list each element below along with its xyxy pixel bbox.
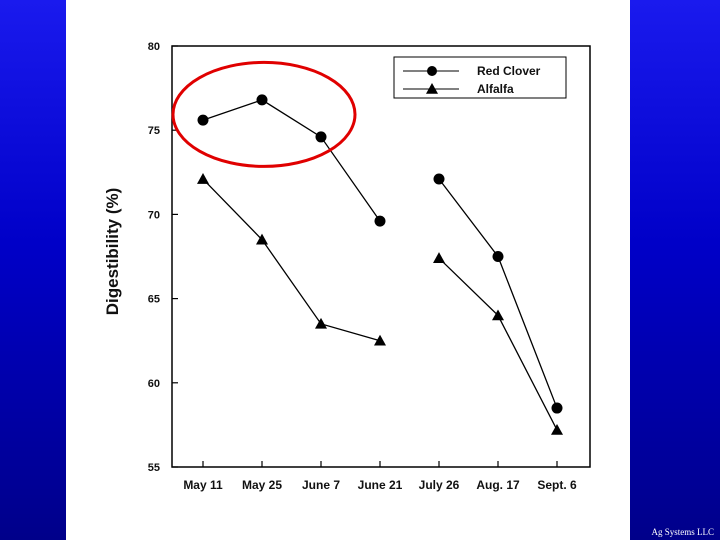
red-clover-point	[315, 131, 327, 143]
alfalfa-point	[551, 423, 563, 435]
red-clover-point	[197, 114, 209, 126]
alfalfa-line	[438, 257, 558, 431]
red-clover-line	[202, 99, 381, 222]
plot-frame	[171, 45, 591, 468]
red-clover-point	[551, 402, 563, 414]
legend-label-alfalfa: Alfalfa	[477, 82, 514, 96]
chart-panel: 55 60 65 70 75 80 May 11 May 25 June 7 June 21 Ju…	[66, 0, 630, 540]
series-layer	[197, 94, 563, 435]
y-axis-ticks: 55 60 65 70 75 80	[148, 41, 178, 474]
legend-marker-red-clover	[427, 66, 437, 76]
legend-label-red-clover: Red Clover	[477, 64, 541, 78]
x-tick-label: June 7	[302, 478, 340, 492]
alfalfa-point	[315, 317, 327, 329]
x-tick-label: Aug. 17	[476, 478, 520, 492]
red-clover-point	[492, 251, 504, 262]
x-tick-label: July 26	[419, 478, 460, 492]
red-clover-point	[256, 94, 268, 106]
x-tick-label: May 25	[242, 478, 282, 492]
x-axis-ticks: May 11 May 25 June 7 June 21 July 26 Aug. 17 S…	[183, 461, 577, 492]
y-axis-title: Digestibility (%)	[103, 188, 122, 316]
legend: Red Clover Alfalfa	[393, 56, 567, 99]
digestibility-chart: 55 60 65 70 75 80 May 11 May 25 June 7 June 21 Ju…	[103, 41, 591, 492]
alfalfa-point	[256, 233, 268, 245]
legend-marker-alfalfa	[426, 83, 438, 94]
y-tick-label: 65	[148, 294, 160, 306]
alfalfa-point	[433, 252, 445, 263]
alfalfa-point	[374, 334, 386, 346]
x-tick-label: June 21	[358, 478, 403, 492]
legend-box	[393, 56, 567, 99]
x-tick-label: May 11	[183, 478, 223, 492]
y-tick-label: 70	[148, 209, 160, 221]
y-tick-label: 55	[148, 462, 160, 474]
alfalfa-point	[197, 173, 209, 184]
alfalfa-point	[492, 309, 504, 321]
red-clover-line	[438, 178, 558, 409]
highlight-ellipse	[171, 60, 357, 168]
y-tick-label: 75	[148, 125, 160, 137]
red-clover-point	[374, 215, 386, 227]
y-tick-label: 60	[148, 378, 160, 390]
x-tick-label: Sept. 6	[537, 478, 577, 492]
footer-credit: Ag Systems LLC	[651, 527, 714, 537]
alfalfa-line	[202, 178, 381, 342]
y-tick-label: 80	[148, 41, 160, 53]
red-clover-point	[433, 173, 445, 185]
